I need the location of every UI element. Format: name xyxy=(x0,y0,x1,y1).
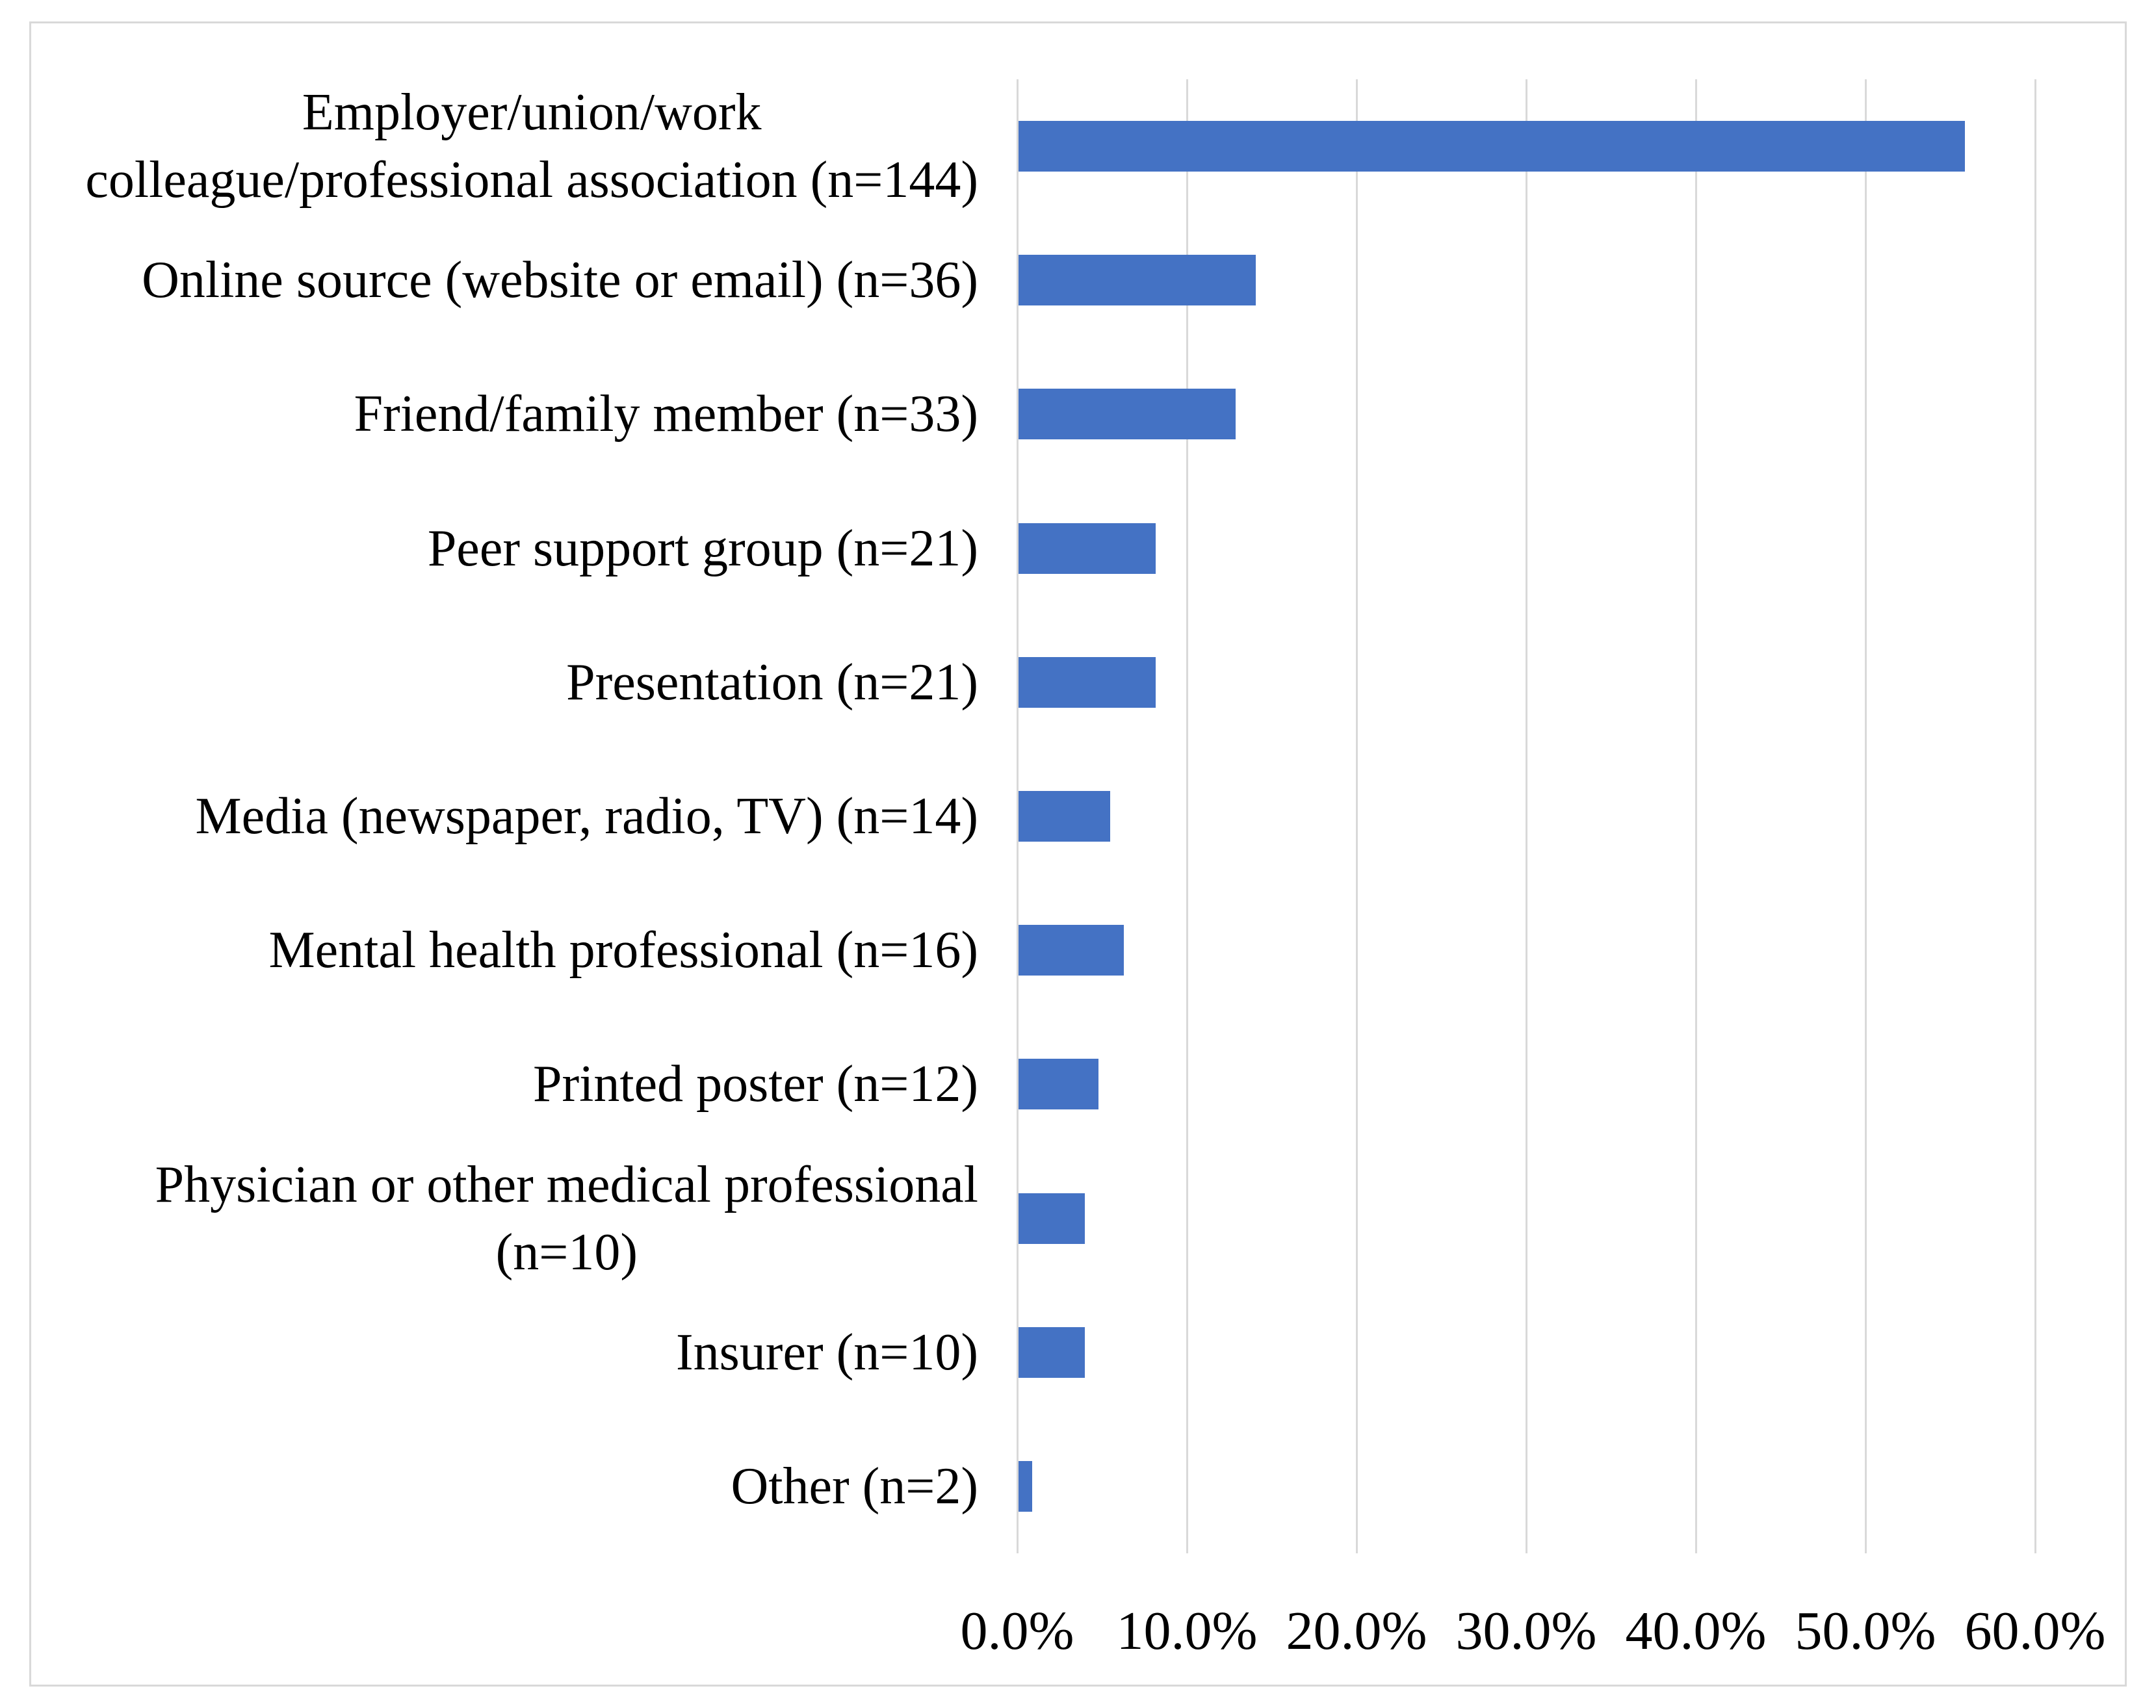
category-label-text: Other (n=2) xyxy=(731,1457,978,1515)
category-label: Peer support group (n=21) xyxy=(36,482,978,615)
category-label-text: Printed poster (n=12) xyxy=(533,1055,978,1113)
category-label: Media (newspaper, radio, TV) (n=14) xyxy=(36,749,979,883)
bar xyxy=(1019,791,1110,842)
category-label-text: Employer/union/work colleague/profession… xyxy=(85,84,978,209)
bar xyxy=(1019,121,1966,172)
category-label: Insurer (n=10) xyxy=(36,1286,978,1419)
gridline xyxy=(1865,79,1867,1553)
bar xyxy=(1019,1326,1085,1378)
category-label-text: Media (newspaper, radio, TV) (n=14) xyxy=(195,787,979,845)
gridline xyxy=(1695,79,1697,1553)
gridline xyxy=(1186,79,1188,1553)
bar xyxy=(1019,255,1256,306)
bar xyxy=(1019,1059,1098,1110)
category-label: Presentation (n=21) xyxy=(36,615,978,749)
gridline xyxy=(2034,79,2036,1553)
category-label-text: Peer support group (n=21) xyxy=(427,519,978,577)
category-label: Mental health professional (n=16) xyxy=(36,883,978,1017)
bar xyxy=(1019,656,1156,708)
x-axis-tick-label: 0.0% xyxy=(960,1601,1074,1661)
bar xyxy=(1019,523,1156,574)
category-label-text: Friend/family member (n=33) xyxy=(354,385,978,443)
x-axis-tick-label: 10.0% xyxy=(1116,1601,1258,1661)
bar xyxy=(1019,925,1124,976)
x-axis-tick-label: 20.0% xyxy=(1286,1601,1427,1661)
x-axis-tick-label: 40.0% xyxy=(1625,1601,1767,1661)
x-axis-tick-label: 50.0% xyxy=(1795,1601,1936,1661)
gridline xyxy=(1356,79,1358,1553)
category-label: Physician or other medical professional … xyxy=(36,1151,978,1285)
gridline xyxy=(1526,79,1527,1553)
category-label-text: Insurer (n=10) xyxy=(676,1323,978,1381)
category-label: Online source (website or email) (n=36) xyxy=(36,213,978,347)
category-label: Other (n=2) xyxy=(36,1419,978,1553)
bar xyxy=(1019,1460,1032,1512)
x-axis-tick-label: 30.0% xyxy=(1455,1601,1597,1661)
x-axis-tick-label: 60.0% xyxy=(1964,1601,2106,1661)
category-label-text: Mental health professional (n=16) xyxy=(268,922,978,979)
category-label-text: Physician or other medical professional … xyxy=(155,1156,978,1281)
value-axis-line xyxy=(1017,79,1019,1553)
category-label: Friend/family member (n=33) xyxy=(36,347,978,481)
category-label: Employer/union/work colleague/profession… xyxy=(36,79,978,213)
category-label-text: Online source (website or email) (n=36) xyxy=(142,252,978,309)
bar xyxy=(1019,1193,1085,1244)
category-label: Printed poster (n=12) xyxy=(36,1017,978,1151)
bar xyxy=(1019,389,1236,440)
category-label-text: Presentation (n=21) xyxy=(566,653,978,711)
